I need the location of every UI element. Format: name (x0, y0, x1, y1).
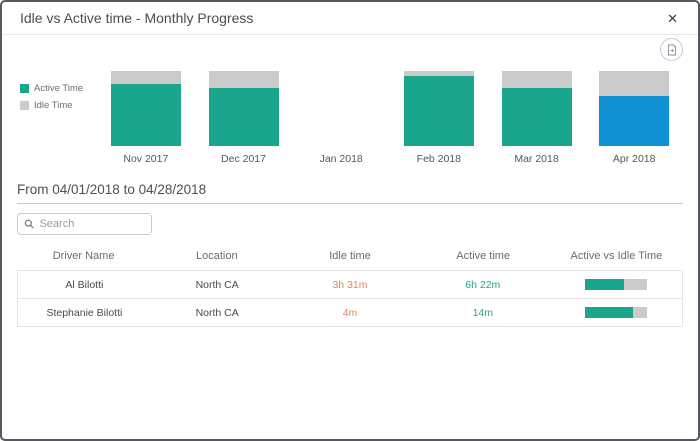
chart-bars: Nov 2017 Dec 2017 Jan 2018 Feb 2018 Mar 2018… (97, 71, 683, 165)
active-ratio-fill (584, 279, 625, 290)
table-row[interactable]: Stephanie Bilotti North CA 4m 14m (17, 298, 683, 327)
dialog-title: Idle vs Active time - Monthly Progress (20, 10, 254, 26)
cell-driver-name: Stephanie Bilotti (46, 306, 123, 319)
period-divider (17, 203, 683, 204)
month-label: Jan 2018 (319, 153, 363, 165)
dialog-titlebar: Idle vs Active time - Monthly Progress ✕ (2, 2, 698, 35)
close-button[interactable]: ✕ (663, 10, 682, 27)
bar-slot-jan-2018[interactable]: Jan 2018 (292, 71, 390, 165)
idle-time-segment (110, 71, 181, 84)
table-body: Al Bilotti North CA 3h 31m 6h 22m Stephanie … (17, 270, 683, 327)
month-label: Nov 2017 (123, 153, 169, 165)
month-label: Apr 2018 (612, 153, 656, 165)
bar-slot-apr-2018[interactable]: Apr 2018 (585, 71, 683, 165)
selected-month-segment (599, 95, 670, 146)
close-icon: ✕ (667, 10, 678, 26)
active-time-segment (208, 87, 279, 146)
stacked-bar[interactable] (403, 71, 474, 146)
bar-slot-dec-2017[interactable]: Dec 2017 (195, 71, 293, 165)
cell-active-time: 14m (472, 306, 493, 319)
monthly-progress-chart: Active Time Idle Time Nov 2017 Dec 2017 Ja… (20, 71, 683, 165)
bar-slot-mar-2018[interactable]: Mar 2018 (488, 71, 586, 165)
search-box[interactable] (17, 213, 152, 235)
drivers-table: Driver Name Location Idle time Active ti… (17, 248, 683, 327)
col-header-active-time: Active time (456, 250, 511, 262)
export-button[interactable] (660, 38, 683, 61)
bar-slot-feb-2018[interactable]: Feb 2018 (390, 71, 488, 165)
idle-time-segment (599, 71, 670, 96)
month-label: Mar 2018 (514, 153, 559, 165)
cell-location: North CA (195, 278, 239, 291)
cell-location: North CA (195, 306, 239, 319)
cell-active-time: 6h 22m (465, 278, 501, 291)
period-heading: From 04/01/2018 to 04/28/2018 (17, 182, 207, 197)
month-label: Dec 2017 (221, 153, 266, 165)
active-time-segment (110, 83, 181, 146)
col-header-idle-time: Idle time (329, 250, 371, 262)
legend-item-active-time: Active Time (20, 83, 97, 94)
stacked-bar[interactable] (306, 71, 376, 146)
cell-driver-name: Al Bilotti (65, 278, 104, 291)
stacked-bar[interactable] (599, 71, 670, 146)
idle-time-segment (403, 71, 474, 76)
table-header-row: Driver Name Location Idle time Active ti… (17, 248, 683, 264)
active-vs-idle-bar (584, 279, 647, 290)
idle-time-swatch-icon (20, 101, 29, 110)
col-header-location: Location (195, 250, 238, 262)
cell-idle-time: 3h 31m (332, 278, 368, 291)
idle-time-segment (208, 71, 279, 88)
legend-item-idle-time: Idle Time (20, 100, 97, 111)
active-ratio-fill (584, 307, 633, 318)
cell-idle-time: 4m (342, 306, 358, 319)
export-image-icon (667, 44, 676, 55)
active-time-swatch-icon (20, 84, 29, 93)
legend-label-active: Active Time (34, 83, 84, 94)
active-time-segment (403, 75, 474, 146)
table-row[interactable]: Al Bilotti North CA 3h 31m 6h 22m (17, 270, 683, 299)
bar-slot-nov-2017[interactable]: Nov 2017 (97, 71, 195, 165)
search-input[interactable] (39, 218, 145, 230)
month-label: Feb 2018 (416, 153, 462, 165)
stacked-bar[interactable] (110, 71, 181, 146)
stacked-bar[interactable] (501, 71, 572, 146)
cell-active-vs-idle (549, 307, 682, 318)
legend-label-idle: Idle Time (34, 100, 73, 111)
active-vs-idle-bar (584, 307, 647, 318)
cell-active-vs-idle (549, 279, 682, 290)
idle-time-segment (501, 71, 572, 88)
chart-legend: Active Time Idle Time (20, 71, 97, 165)
stacked-bar[interactable] (208, 71, 279, 146)
active-time-segment (501, 87, 572, 146)
col-header-active-vs-idle: Active vs Idle Time (570, 250, 663, 262)
col-header-driver-name: Driver Name (52, 250, 115, 262)
search-icon (24, 219, 34, 229)
